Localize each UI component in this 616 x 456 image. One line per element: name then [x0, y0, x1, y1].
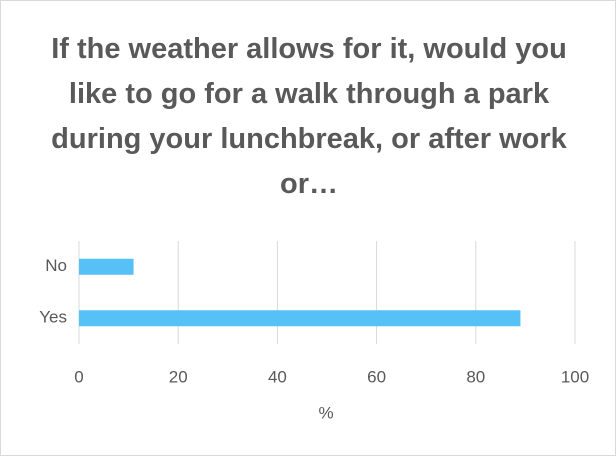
x-tick-label: 40: [268, 367, 287, 386]
x-tick-label: 80: [466, 367, 485, 386]
x-tick-label: 20: [169, 367, 188, 386]
x-axis-label: %: [318, 403, 333, 422]
x-tick-label: 60: [367, 367, 386, 386]
chart-title: If the weather allows for it, would you …: [51, 33, 567, 200]
x-tick-label: 0: [74, 367, 83, 386]
bar: [79, 310, 521, 327]
bar: [79, 258, 134, 275]
y-tick-label: No: [45, 256, 67, 275]
y-tick-label: Yes: [39, 308, 67, 327]
x-tick-label: 100: [561, 367, 589, 386]
